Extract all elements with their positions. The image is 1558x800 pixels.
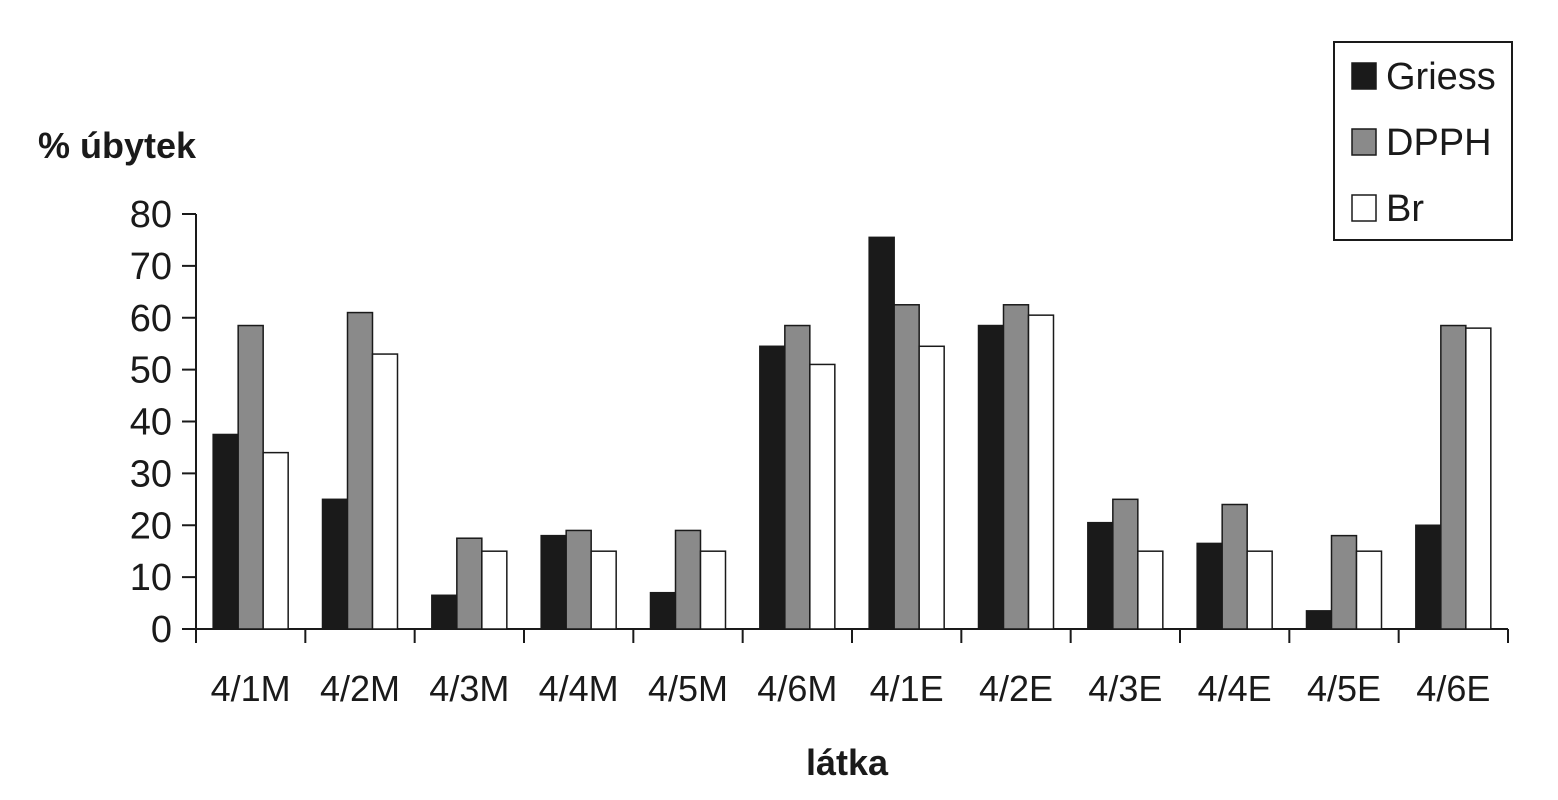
tick-labels: 0 10 20 30 40 50 60 70 80 4/1M 4/2M 4/3M 4/4M 4/5M 4/6… <box>130 194 1491 709</box>
y-tick-label: 0 <box>151 609 172 651</box>
legend-swatch-br <box>1351 194 1377 222</box>
bar-dpph-10 <box>1330 534 1358 630</box>
bar-griess-5 <box>759 345 786 630</box>
bar-griess-8 <box>1087 521 1114 630</box>
bar-dpph-6 <box>893 304 920 630</box>
bar-br-2 <box>481 550 508 630</box>
y-tick-label: 70 <box>130 246 172 288</box>
x-tick-label: 4/5M <box>648 668 728 709</box>
legend-swatch-griess <box>1351 62 1377 90</box>
bars <box>212 236 1492 630</box>
bar-br-10 <box>1355 550 1383 630</box>
bar-griess-4 <box>649 591 677 630</box>
bar-griess-6 <box>868 236 895 630</box>
y-tick-label: 40 <box>130 402 172 444</box>
y-tick-label: 30 <box>130 453 172 495</box>
x-tick-label: 4/2M <box>320 668 400 709</box>
bar-griess-1 <box>321 498 349 630</box>
y-tick-label: 10 <box>130 557 172 599</box>
legend-label-dpph: DPPH <box>1386 122 1492 164</box>
bar-br-9 <box>1246 550 1273 630</box>
bar-br-0 <box>262 451 289 630</box>
bar-dpph-3 <box>565 529 592 630</box>
bar-griess-3 <box>540 534 567 630</box>
bar-dpph-11 <box>1440 324 1467 630</box>
bar-br-1 <box>371 353 399 630</box>
axes <box>182 213 1509 643</box>
bar-dpph-2 <box>456 537 483 630</box>
x-tick-label: 4/2E <box>979 668 1053 709</box>
bar-dpph-4 <box>674 529 702 630</box>
bar-br-5 <box>809 363 836 630</box>
bar-dpph-5 <box>784 324 811 630</box>
y-tick-label: 80 <box>130 194 172 236</box>
x-tick-label: 4/1E <box>870 668 944 709</box>
legend-swatch-dpph <box>1351 128 1377 156</box>
legend-label-griess: Griess <box>1386 56 1496 98</box>
bar-dpph-8 <box>1112 498 1139 630</box>
y-axis-title: % úbytek <box>38 125 197 166</box>
bar-griess-2 <box>431 594 458 630</box>
x-tick-label: 4/6M <box>757 668 837 709</box>
bar-br-4 <box>699 550 727 630</box>
bar-griess-10 <box>1305 610 1333 630</box>
bar-dpph-7 <box>1002 304 1030 630</box>
x-axis-title: látka <box>806 742 889 783</box>
x-tick-label: 4/3M <box>429 668 509 709</box>
y-tick-label: 20 <box>130 505 172 547</box>
x-tick-label: 4/1M <box>211 668 291 709</box>
bar-dpph-1 <box>346 311 374 630</box>
bar-dpph-0 <box>237 324 264 630</box>
bar-griess-11 <box>1415 524 1442 630</box>
bar-griess-7 <box>977 324 1005 630</box>
bar-br-3 <box>590 550 617 630</box>
legend: Griess DPPH Br <box>1333 41 1513 241</box>
bar-br-6 <box>918 345 945 630</box>
bar-griess-9 <box>1196 542 1223 630</box>
x-tick-label: 4/5E <box>1307 668 1381 709</box>
legend-label-br: Br <box>1386 188 1424 230</box>
bar-br-7 <box>1027 314 1055 630</box>
x-tick-label: 4/6E <box>1416 668 1490 709</box>
y-tick-label: 50 <box>130 350 172 392</box>
x-tick-label: 4/4M <box>539 668 619 709</box>
bar-br-8 <box>1137 550 1164 630</box>
bar-griess-0 <box>212 433 239 630</box>
x-tick-label: 4/3E <box>1088 668 1162 709</box>
bar-br-11 <box>1465 327 1492 630</box>
y-tick-label: 60 <box>130 298 172 340</box>
bar-dpph-9 <box>1221 503 1248 630</box>
x-tick-label: 4/4E <box>1198 668 1272 709</box>
